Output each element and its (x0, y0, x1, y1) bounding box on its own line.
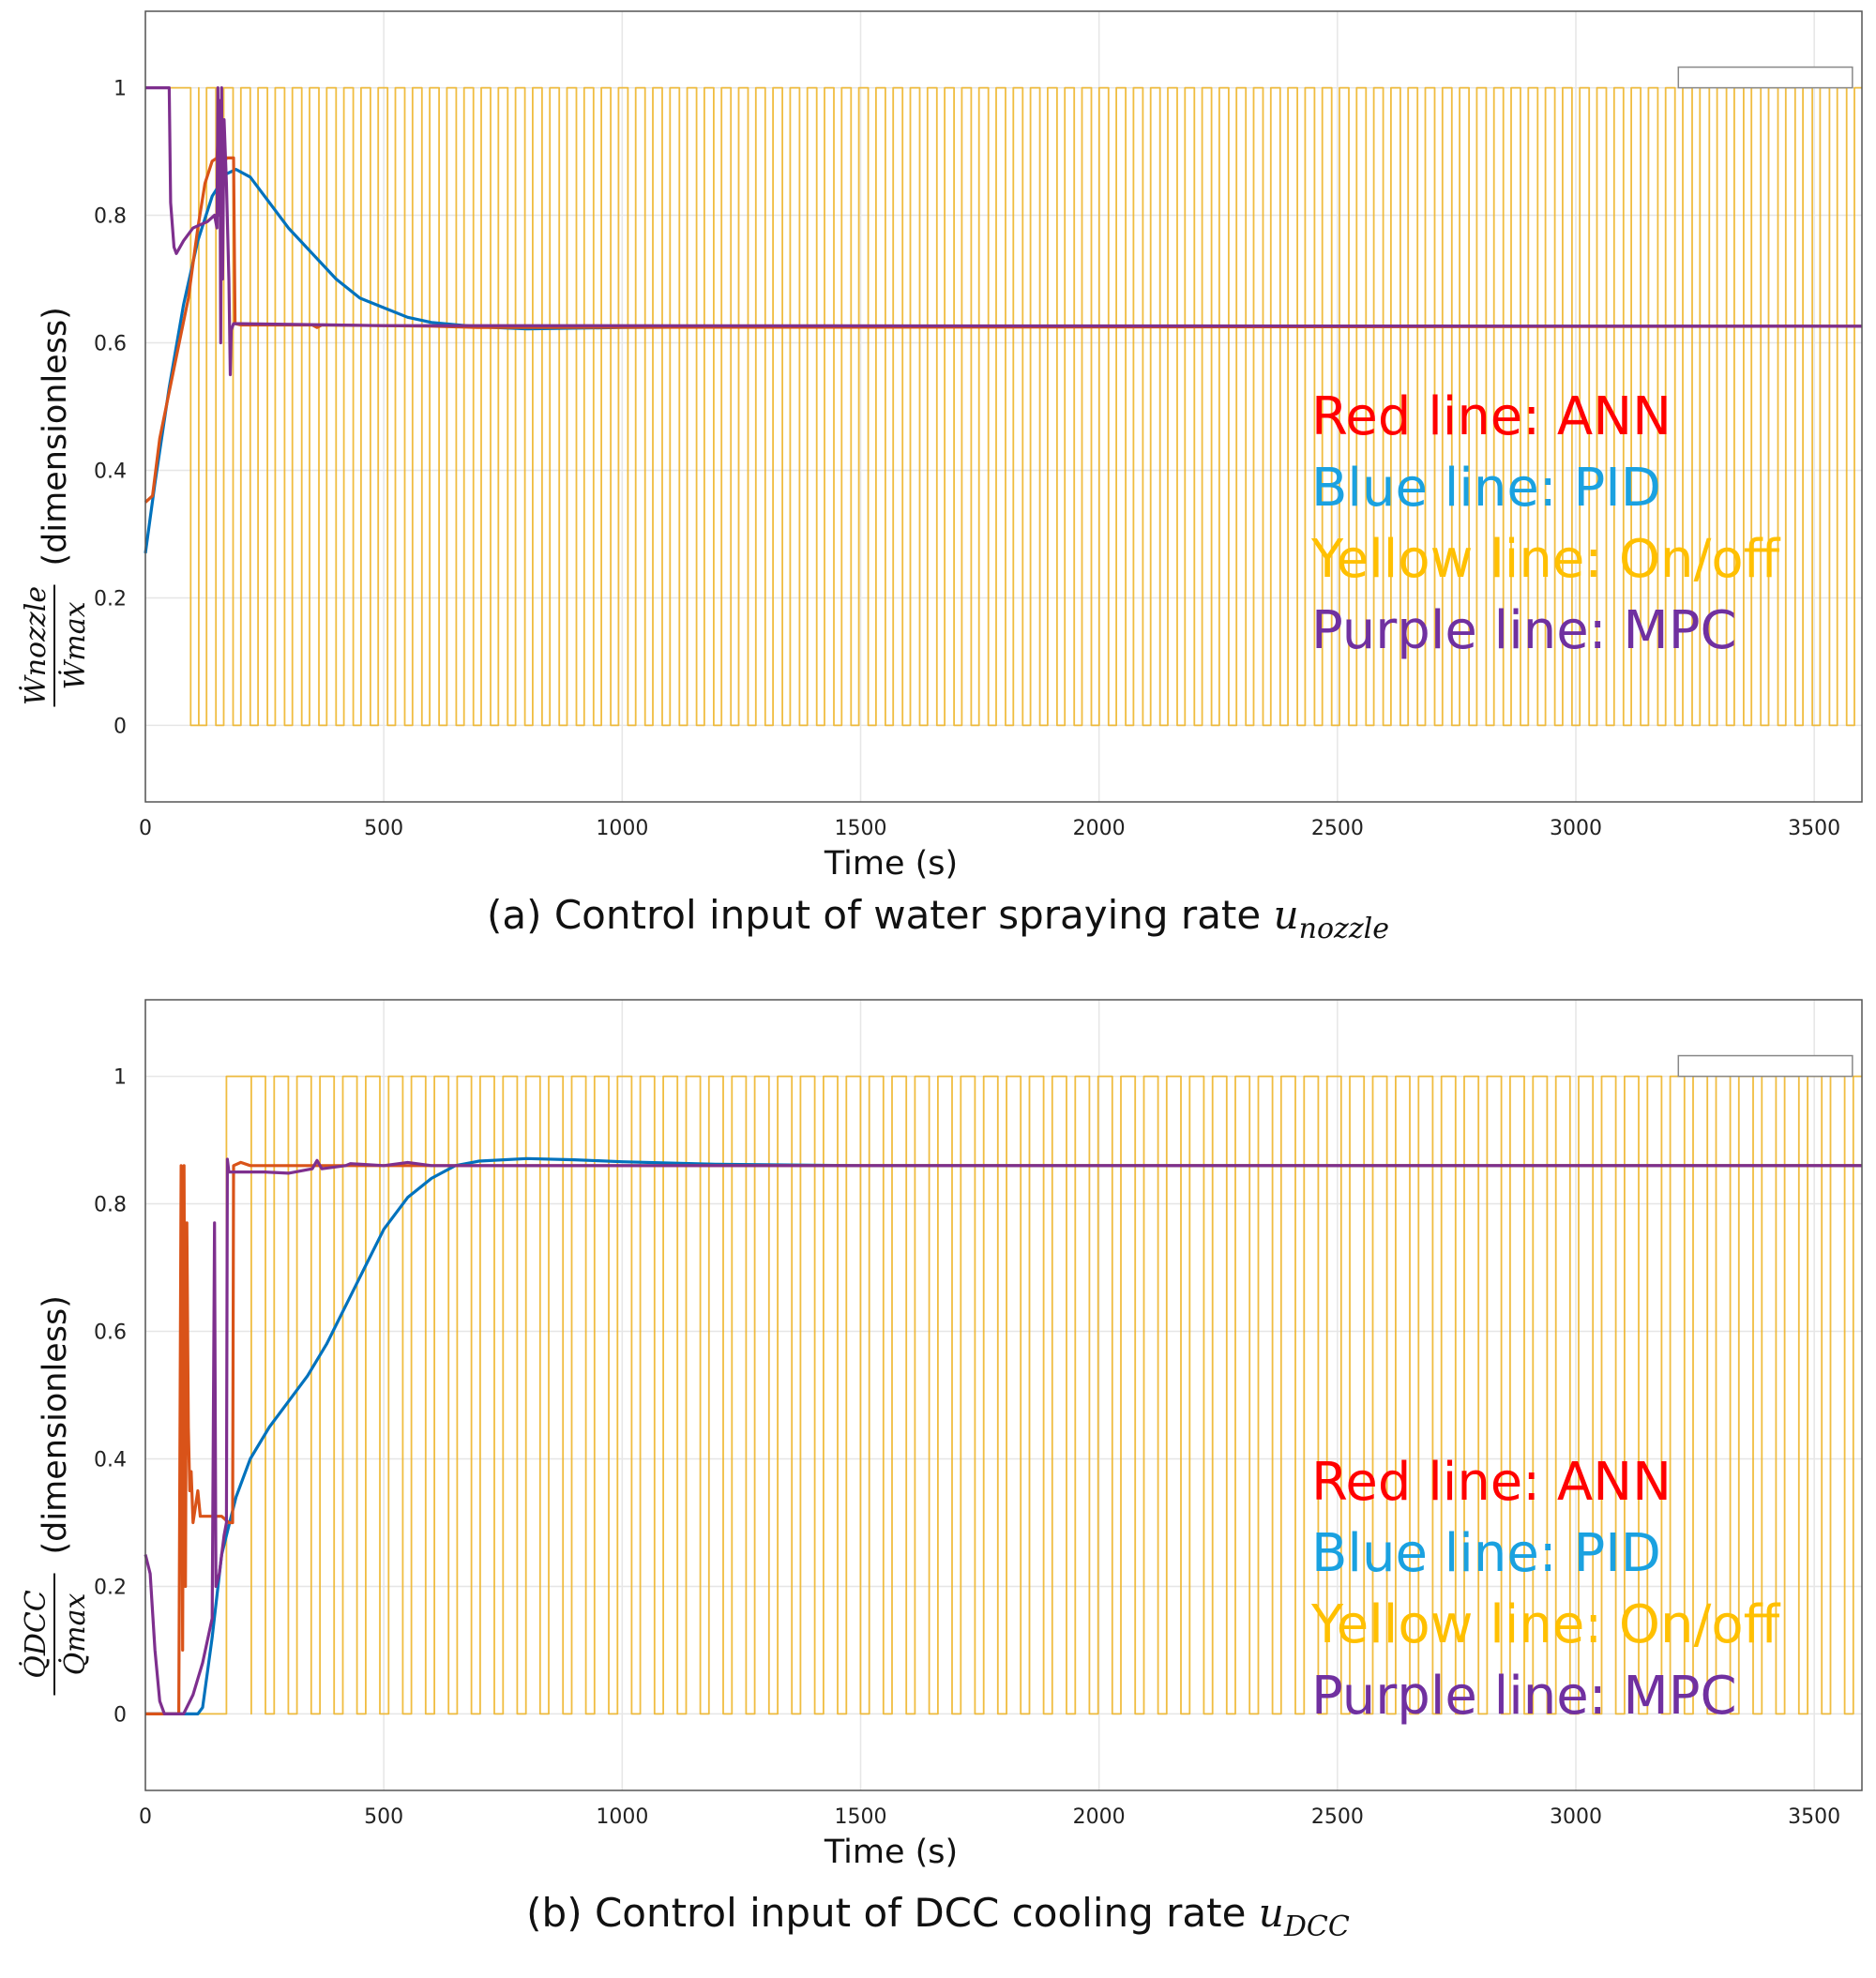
y-tick-label: 0.6 (94, 1321, 127, 1345)
x-tick-label: 2000 (1073, 817, 1126, 840)
x-tick-label: 1500 (835, 817, 887, 840)
x-axis-label: Time (s) (824, 845, 958, 883)
series-line-onoff (145, 86, 1862, 727)
legend-entry: Purple line: MPC (1311, 600, 1737, 661)
y-tick-label: 0 (113, 715, 127, 738)
series-line-mpc (145, 86, 1863, 377)
legend-entry: Yellow line: On/off (1310, 1594, 1781, 1655)
legend-entry: Yellow line: On/off (1310, 529, 1781, 590)
y-axis-label: Q̇DCC Q̇max (dimensionless) (20, 1295, 92, 1696)
y-tick-label: 0.4 (94, 1448, 127, 1472)
figure-caption: (a) Control input of water spraying rate… (487, 892, 1389, 945)
x-tick-label: 3000 (1550, 817, 1602, 840)
x-axis-label: Time (s) (824, 1834, 958, 1871)
x-tick-label: 0 (139, 817, 152, 840)
y-label-numerator: Q̇DCC (20, 1590, 53, 1679)
legend-entry: Blue line: PID (1311, 1523, 1661, 1584)
legend-entry: Red line: ANN (1311, 1452, 1672, 1513)
x-tick-label: 0 (139, 1805, 152, 1829)
series-group (144, 86, 1863, 727)
series-group (144, 1075, 1862, 1715)
x-tick-label: 3500 (1788, 817, 1840, 840)
x-tick-label: 1500 (835, 1805, 887, 1829)
x-tick-label: 3000 (1550, 1805, 1602, 1829)
y-tick-label: 0.2 (94, 587, 127, 611)
chart-a: 0 500 1000 1500 2000 2500 3000 3500 0 0.2 0.4 0.6 0.… (19, 10, 1863, 945)
legend-box-small (1677, 1054, 1853, 1078)
x-tick-label: 2500 (1311, 1805, 1364, 1829)
y-tick-label: 0.2 (94, 1576, 127, 1599)
x-tick-label: 1000 (596, 817, 648, 840)
figure-caption: (b) Control input of DCC cooling rate uD… (526, 1890, 1350, 1943)
y-tick-label: 0.4 (94, 460, 127, 483)
y-tick-label: 1 (113, 78, 127, 101)
legend-box-small (1677, 66, 1853, 89)
x-tick-label: 1000 (596, 1805, 648, 1829)
plot-frame (144, 999, 1863, 1791)
y-axis-label: Ẇnozzle Ẇmax (dimensionless) (19, 307, 92, 707)
x-tick-label: 2000 (1073, 1805, 1126, 1829)
y-tick-label: 0 (113, 1703, 127, 1727)
plot-frame (144, 10, 1863, 803)
legend-entry: Purple line: MPC (1311, 1666, 1737, 1727)
y-tick-label: 0.8 (94, 1194, 127, 1217)
y-tick-label: 0.6 (94, 333, 127, 356)
x-tick-label: 2500 (1311, 817, 1364, 840)
legend-entry: Red line: ANN (1311, 386, 1672, 447)
chart-b-svg: 0 500 1000 1500 2000 2500 3000 3500 0 0.2 0.4 0.6 0.… (20, 999, 1863, 1943)
chart-b: 0 500 1000 1500 2000 2500 3000 3500 0 0.2 0.4 0.6 0.… (0, 989, 1876, 1977)
series-line-ann (145, 1160, 1862, 1715)
y-label-numerator: Ẇnozzle (19, 586, 53, 705)
chart-a-svg: 0 500 1000 1500 2000 2500 3000 3500 0 0.2 0.4 0.6 0.… (19, 10, 1863, 945)
y-label-denominator: Q̇max (59, 1593, 92, 1676)
x-tick-label: 500 (364, 817, 403, 840)
x-tick-label: 3500 (1788, 1805, 1840, 1829)
y-label-suffix: (dimensionless) (37, 1295, 74, 1554)
x-tick-label: 500 (364, 1805, 403, 1829)
y-tick-label: 1 (113, 1066, 127, 1090)
series-line-onoff (145, 1075, 1862, 1715)
y-label-denominator: Ẇmax (58, 601, 92, 689)
series-line-mpc (144, 1157, 1862, 1715)
y-tick-label: 0.8 (94, 205, 127, 229)
legend-entry: Blue line: PID (1311, 458, 1661, 519)
y-label-suffix: (dimensionless) (37, 307, 74, 566)
